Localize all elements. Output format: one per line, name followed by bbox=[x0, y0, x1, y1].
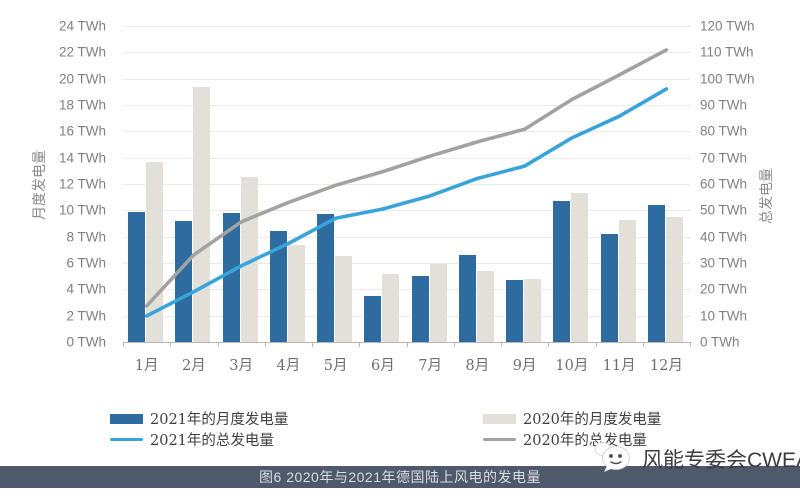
x-axis-tick bbox=[359, 342, 361, 347]
bar-2021年-m1 bbox=[128, 211, 145, 342]
left-axis-tick-label: 16 TWh bbox=[58, 123, 106, 139]
legend-label: 2021年的总发电量 bbox=[150, 433, 274, 449]
left-axis-tick-label: 8 TWh bbox=[66, 228, 106, 244]
right-axis-tick-label: 30 TWh bbox=[700, 255, 748, 271]
left-axis-tick-label: 12 TWh bbox=[58, 176, 106, 192]
bar-2021年-m11 bbox=[600, 234, 618, 342]
x-axis-tick bbox=[642, 342, 644, 347]
x-axis-month-label: 3月 bbox=[229, 358, 253, 374]
left-axis-tick-label: 10 TWh bbox=[58, 202, 106, 218]
bar-2021年-m3 bbox=[222, 212, 240, 342]
left-axis-tick-label: 22 TWh bbox=[58, 44, 106, 60]
wechat-bubbles-icon bbox=[594, 442, 630, 472]
watermark-text: 风能专委会CWEA bbox=[642, 449, 800, 472]
caption-bar: 图6 2020年与2021年德国陆上风电的发电量 bbox=[0, 466, 800, 488]
bar-2021年-m9 bbox=[506, 280, 523, 342]
x-axis-tick bbox=[264, 342, 266, 347]
legend-label: 2020年的月度发电量 bbox=[523, 412, 662, 428]
right-axis-tick-label: 100 TWh bbox=[700, 70, 755, 86]
x-axis-month-label: 4月 bbox=[276, 358, 301, 374]
legend-item-2020-monthly: 2020年的月度发电量 bbox=[483, 408, 661, 429]
legend-label: 2021年的月度发电量 bbox=[150, 412, 289, 428]
x-axis-tick bbox=[312, 342, 313, 347]
right-axis-title: 总发电量 bbox=[759, 168, 775, 224]
right-axis-tick-label: 40 TWh bbox=[700, 228, 748, 244]
x-axis-month-label: 12月 bbox=[649, 358, 683, 374]
bar-2020年-m3 bbox=[240, 177, 258, 342]
legend-item-2021-monthly: 2021年的月度发电量 bbox=[110, 408, 288, 429]
left-axis-tick-label: 14 TWh bbox=[58, 149, 106, 165]
bar-2020年-m2 bbox=[193, 86, 211, 342]
x-axis-month-label: 5月 bbox=[323, 358, 348, 374]
x-axis-tick bbox=[170, 342, 172, 347]
x-axis-tick bbox=[453, 342, 455, 347]
bar-2020年-m6 bbox=[382, 273, 400, 342]
x-axis-month-label: 11月 bbox=[602, 358, 636, 374]
gridline bbox=[123, 26, 690, 27]
right-axis-tick-label: 120 TWh bbox=[700, 18, 755, 34]
watermark: 风能专委会CWEA bbox=[594, 441, 800, 477]
bar-2020年-m11 bbox=[618, 219, 636, 342]
gridline bbox=[123, 78, 690, 80]
left-axis-tick-label: 20 TWh bbox=[58, 70, 106, 86]
x-axis-tick bbox=[123, 342, 124, 347]
bar-2020年-m12 bbox=[665, 216, 683, 342]
x-axis-tick bbox=[501, 342, 502, 347]
gridline bbox=[123, 52, 690, 54]
right-axis-tick-label: 70 TWh bbox=[700, 149, 748, 165]
left-axis-tick-label: 18 TWh bbox=[58, 97, 106, 113]
left-axis-tick-label: 24 TWh bbox=[58, 18, 106, 34]
bar-2021年-m5 bbox=[317, 214, 334, 342]
right-axis-tick-label: 60 TWh bbox=[700, 176, 748, 192]
x-axis-tick bbox=[548, 342, 550, 347]
x-axis-tick bbox=[690, 342, 691, 347]
left-axis-title: 月度发电量 bbox=[32, 150, 48, 220]
x-axis-month-label: 6月 bbox=[371, 358, 395, 374]
bar-2020年-m1 bbox=[146, 161, 163, 342]
left-axis-tick-label: 6 TWh bbox=[66, 255, 106, 271]
x-axis-month-label: 10月 bbox=[555, 358, 589, 374]
bar-2021年-m2 bbox=[175, 220, 193, 342]
legend-item-2020-total: 2020年的总发电量 bbox=[483, 429, 647, 450]
left-axis-tick-label: 0 TWh bbox=[66, 334, 106, 350]
legend-swatch-2020-total-line bbox=[483, 438, 516, 441]
legend-swatch-2020-monthly-bar bbox=[483, 413, 516, 424]
bar-2021年-m6 bbox=[364, 295, 382, 342]
legend-swatch-2021-total-line bbox=[110, 438, 143, 441]
bar-2021年-m7 bbox=[411, 276, 429, 342]
x-axis-tick bbox=[406, 342, 408, 347]
caption-text: 图6 2020年与2021年德国陆上风电的发电量 bbox=[259, 469, 541, 485]
legend-label: 2020年的总发电量 bbox=[523, 433, 647, 449]
right-axis-tick-label: 20 TWh bbox=[700, 281, 748, 297]
x-axis-month-label: 8月 bbox=[465, 358, 490, 374]
legend-item-2021-total: 2021年的总发电量 bbox=[110, 429, 274, 450]
bar-2020年-m10 bbox=[571, 193, 589, 342]
bar-2021年-m10 bbox=[553, 201, 571, 342]
bar-2020年-m9 bbox=[524, 278, 541, 342]
x-axis-month-label: 1月 bbox=[134, 358, 159, 374]
right-axis-tick-label: 90 TWh bbox=[700, 97, 748, 113]
right-axis-tick-label: 50 TWh bbox=[700, 202, 748, 218]
bar-2021年-m4 bbox=[269, 231, 287, 342]
bar-2021年-m12 bbox=[647, 205, 665, 342]
right-axis-tick-label: 0 TWh bbox=[700, 334, 740, 350]
bar-2020年-m7 bbox=[429, 264, 447, 342]
x-axis-month-label: 2月 bbox=[182, 358, 206, 374]
right-axis-tick-label: 80 TWh bbox=[700, 123, 748, 139]
x-axis-month-label: 9月 bbox=[512, 358, 537, 374]
x-axis-tick bbox=[217, 342, 219, 347]
bar-2020年-m4 bbox=[287, 244, 305, 342]
bar-2020年-m8 bbox=[476, 270, 494, 342]
legend-swatch-2021-monthly-bar bbox=[110, 413, 143, 424]
x-axis-tick bbox=[595, 342, 597, 347]
bar-2020年-m5 bbox=[335, 256, 352, 342]
right-axis-tick-label: 10 TWh bbox=[700, 307, 748, 323]
bar-2021年-m8 bbox=[458, 255, 476, 342]
left-axis-tick-label: 2 TWh bbox=[66, 307, 106, 323]
right-axis-tick-label: 110 TWh bbox=[700, 44, 754, 60]
x-axis-month-label: 7月 bbox=[418, 358, 442, 374]
left-axis-tick-label: 4 TWh bbox=[66, 281, 106, 297]
